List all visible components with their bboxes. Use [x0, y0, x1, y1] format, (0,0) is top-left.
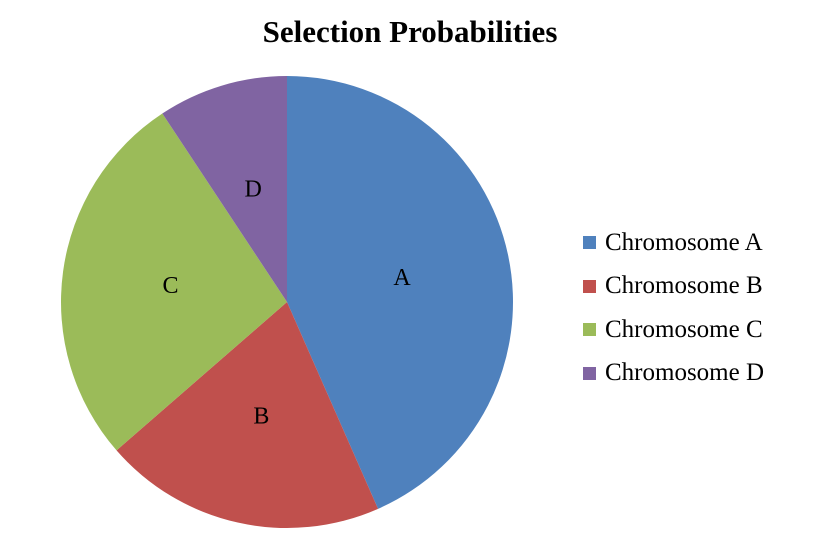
slice-label-d: D	[244, 176, 261, 202]
legend: Chromosome A Chromosome B Chromosome C Chro…	[583, 221, 764, 395]
legend-item-d: Chromosome D	[583, 352, 764, 396]
slice-label-a: A	[393, 265, 411, 291]
legend-swatch	[583, 236, 596, 250]
legend-label: Chromosome A	[605, 228, 763, 256]
legend-label: Chromosome D	[605, 359, 765, 387]
legend-label: Chromosome B	[605, 272, 763, 300]
pie-slice-d	[162, 76, 287, 302]
pie-slice-a	[287, 76, 513, 509]
slice-label-c: C	[163, 273, 179, 299]
legend-swatch	[583, 323, 596, 337]
legend-label: Chromosome C	[605, 315, 763, 343]
chart-title: Selection Probabilities	[262, 14, 558, 49]
slice-label-b: B	[253, 404, 269, 430]
legend-swatch	[583, 366, 596, 380]
legend-item-c: Chromosome C	[583, 308, 764, 352]
legend-item-a: Chromosome A	[583, 221, 764, 265]
legend-item-b: Chromosome B	[583, 265, 764, 309]
pie-slice-b	[116, 302, 379, 528]
pie-slice-c	[61, 113, 288, 451]
legend-swatch	[583, 279, 596, 293]
